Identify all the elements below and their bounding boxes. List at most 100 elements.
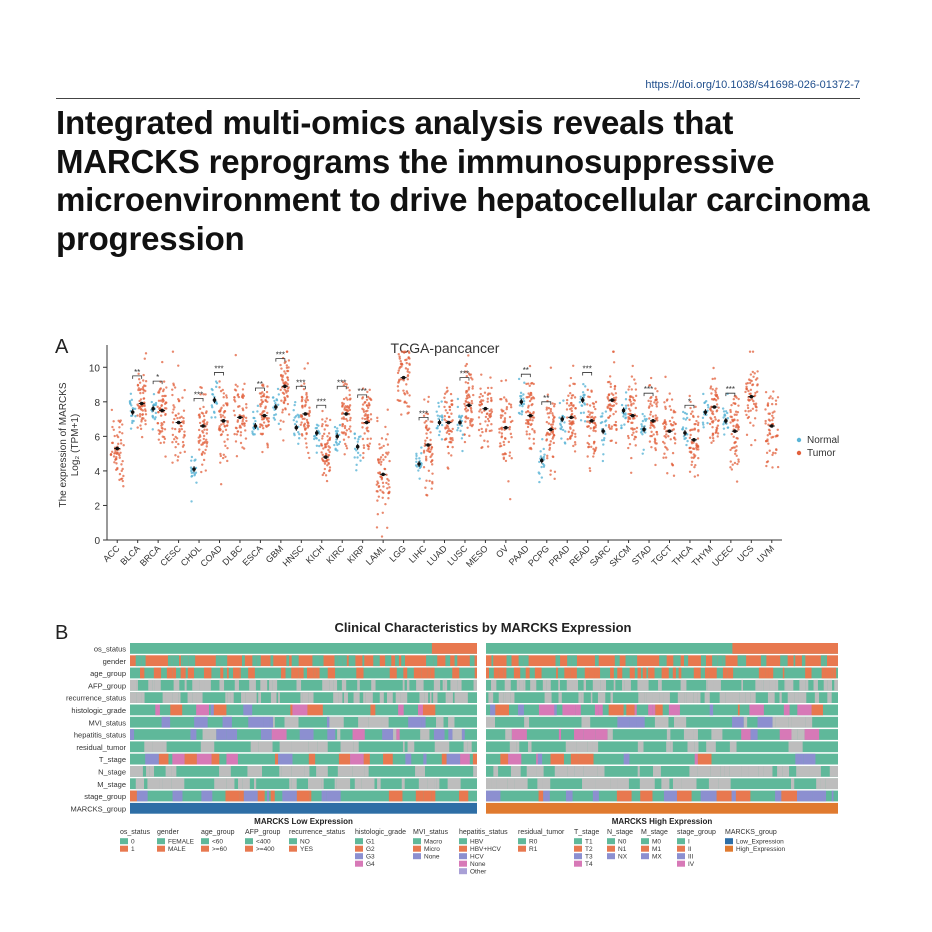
- category-GBM: ***: [271, 350, 291, 442]
- tumor-point: [431, 420, 434, 424]
- cell: [400, 692, 408, 703]
- normal-point: [415, 457, 418, 460]
- cell: [135, 778, 145, 790]
- tumor-point: [609, 439, 612, 443]
- tumor-point: [177, 442, 180, 446]
- tumor-point: [306, 398, 310, 402]
- legend-item: Micro: [424, 846, 440, 853]
- cell: [546, 679, 551, 691]
- x-tick-label: PCPG: [526, 543, 551, 568]
- tumor-point: [408, 371, 411, 374]
- tumor-point: [174, 454, 177, 457]
- cell: [693, 729, 698, 740]
- normal-point: [152, 392, 156, 396]
- cell: [448, 716, 455, 728]
- cell: [653, 766, 661, 777]
- tumor-point: [362, 451, 365, 455]
- cell: [215, 655, 219, 667]
- tumor-point: [361, 417, 364, 420]
- tumor-point: [735, 396, 738, 399]
- tumor-point: [480, 427, 483, 431]
- tumor-point: [488, 392, 492, 395]
- tumor-point: [648, 417, 651, 420]
- tumor-point: [573, 396, 577, 399]
- tumor-point: [447, 452, 450, 455]
- normal-point: [415, 465, 419, 468]
- cell: [516, 679, 520, 691]
- tumor-point: [244, 416, 248, 420]
- tumor-point: [570, 407, 573, 410]
- cell: [204, 679, 211, 691]
- cell: [460, 753, 470, 765]
- tumor-point: [116, 466, 119, 470]
- cell: [637, 741, 644, 753]
- normal-point: [190, 455, 194, 459]
- tumor-point: [403, 400, 407, 403]
- cell: [538, 790, 544, 802]
- tumor-point: [464, 416, 467, 419]
- tumor-point: [694, 463, 697, 467]
- tumor-point: [279, 363, 282, 367]
- heatmap-row-recurrence_status-high: [486, 692, 838, 703]
- tumor-point: [480, 446, 483, 450]
- tumor-point: [737, 397, 740, 401]
- tumor-point: [342, 397, 346, 401]
- cell: [788, 716, 792, 728]
- tumor-point: [714, 391, 718, 394]
- legend-item: T1: [585, 839, 593, 846]
- tumor-point: [546, 431, 549, 434]
- tumor-point: [114, 458, 117, 462]
- tumor-point: [179, 451, 182, 454]
- tumor-point: [753, 439, 757, 442]
- doi-link[interactable]: https://doi.org/10.1038/s41698-026-01372…: [645, 79, 860, 91]
- tumor-point: [112, 420, 115, 423]
- tumor-point: [406, 412, 409, 415]
- tumor-point: [666, 398, 669, 401]
- tumor-point: [284, 408, 287, 411]
- normal-point: [256, 428, 260, 431]
- normal-point: [272, 396, 275, 399]
- tumor-point: [729, 460, 732, 463]
- tumor-point: [735, 454, 738, 457]
- tumor-point: [182, 416, 185, 420]
- legend-item: M1: [652, 846, 661, 853]
- tumor-point: [345, 447, 349, 450]
- tumor-point: [182, 421, 185, 425]
- tumor-point: [404, 367, 408, 370]
- tumor-point: [305, 395, 309, 399]
- tumor-point: [400, 362, 404, 366]
- tumor-point: [345, 396, 348, 400]
- tumor-point: [709, 407, 712, 410]
- cell: [781, 790, 783, 802]
- tumor-point: [609, 382, 612, 386]
- cell: [503, 692, 506, 703]
- cell: [486, 790, 501, 802]
- tumor-point: [549, 409, 553, 413]
- tumor-point: [381, 490, 384, 494]
- cell: [729, 766, 742, 777]
- tumor-point: [306, 362, 310, 365]
- cell: [362, 655, 365, 667]
- tumor-point: [463, 440, 467, 444]
- cell: [308, 778, 322, 790]
- cell: [544, 692, 552, 703]
- tumor-point: [752, 375, 755, 378]
- tumor-point: [122, 444, 125, 447]
- cell: [286, 655, 290, 667]
- cell: [419, 692, 425, 703]
- normal-point: [584, 385, 587, 388]
- tumor-point: [510, 436, 513, 439]
- cell: [227, 692, 231, 703]
- cell: [431, 790, 436, 802]
- tumor-point: [486, 386, 490, 390]
- normal-point: [602, 443, 605, 446]
- category-SKCM: [620, 364, 639, 474]
- cell: [182, 655, 189, 667]
- tumor-point: [387, 491, 391, 495]
- tumor-point: [340, 417, 344, 420]
- tumor-point: [177, 398, 180, 401]
- tumor-point: [755, 390, 759, 393]
- heatmap-row-recurrence_status-low: [130, 692, 477, 703]
- cell: [281, 766, 292, 777]
